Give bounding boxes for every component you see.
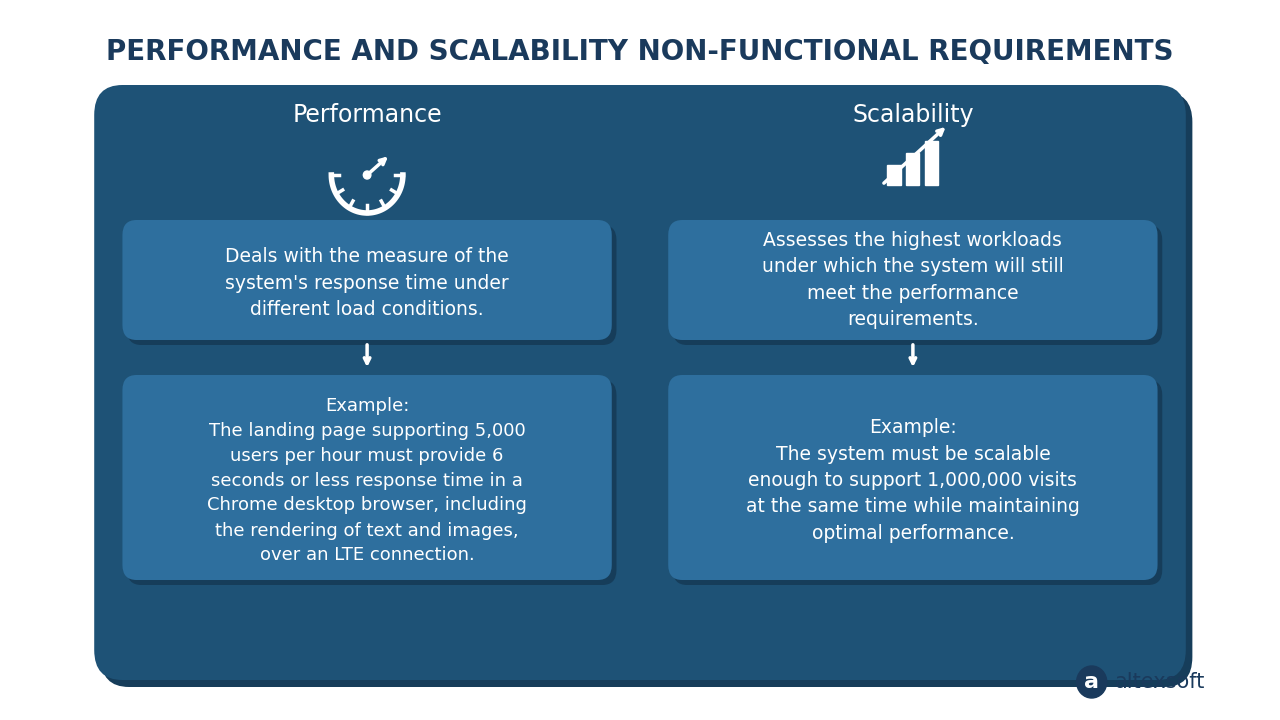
FancyBboxPatch shape (123, 375, 612, 580)
Bar (906, 153, 919, 185)
FancyBboxPatch shape (127, 380, 617, 585)
Text: Example:
The landing page supporting 5,000
users per hour must provide 6
seconds: Example: The landing page supporting 5,0… (207, 397, 527, 564)
Text: PERFORMANCE AND SCALABILITY NON-FUNCTIONAL REQUIREMENTS: PERFORMANCE AND SCALABILITY NON-FUNCTION… (106, 38, 1174, 66)
Text: Deals with the measure of the
system's response time under
different load condit: Deals with the measure of the system's r… (225, 247, 509, 319)
Text: Performance: Performance (292, 103, 442, 127)
Text: altexsoft: altexsoft (1115, 672, 1206, 692)
Text: Scalability: Scalability (852, 103, 974, 127)
FancyBboxPatch shape (123, 220, 612, 340)
FancyBboxPatch shape (127, 225, 617, 345)
Bar (887, 165, 901, 185)
FancyBboxPatch shape (668, 220, 1157, 340)
Bar (925, 141, 938, 185)
FancyBboxPatch shape (95, 85, 1185, 680)
FancyBboxPatch shape (101, 92, 1193, 687)
Circle shape (364, 171, 371, 179)
Circle shape (1076, 666, 1107, 698)
Text: a: a (1084, 672, 1100, 692)
Text: Example:
The system must be scalable
enough to support 1,000,000 visits
at the s: Example: The system must be scalable eno… (746, 418, 1080, 543)
FancyBboxPatch shape (673, 380, 1162, 585)
FancyBboxPatch shape (673, 225, 1162, 345)
Text: Assesses the highest workloads
under which the system will still
meet the perfor: Assesses the highest workloads under whi… (762, 230, 1064, 329)
FancyBboxPatch shape (668, 375, 1157, 580)
